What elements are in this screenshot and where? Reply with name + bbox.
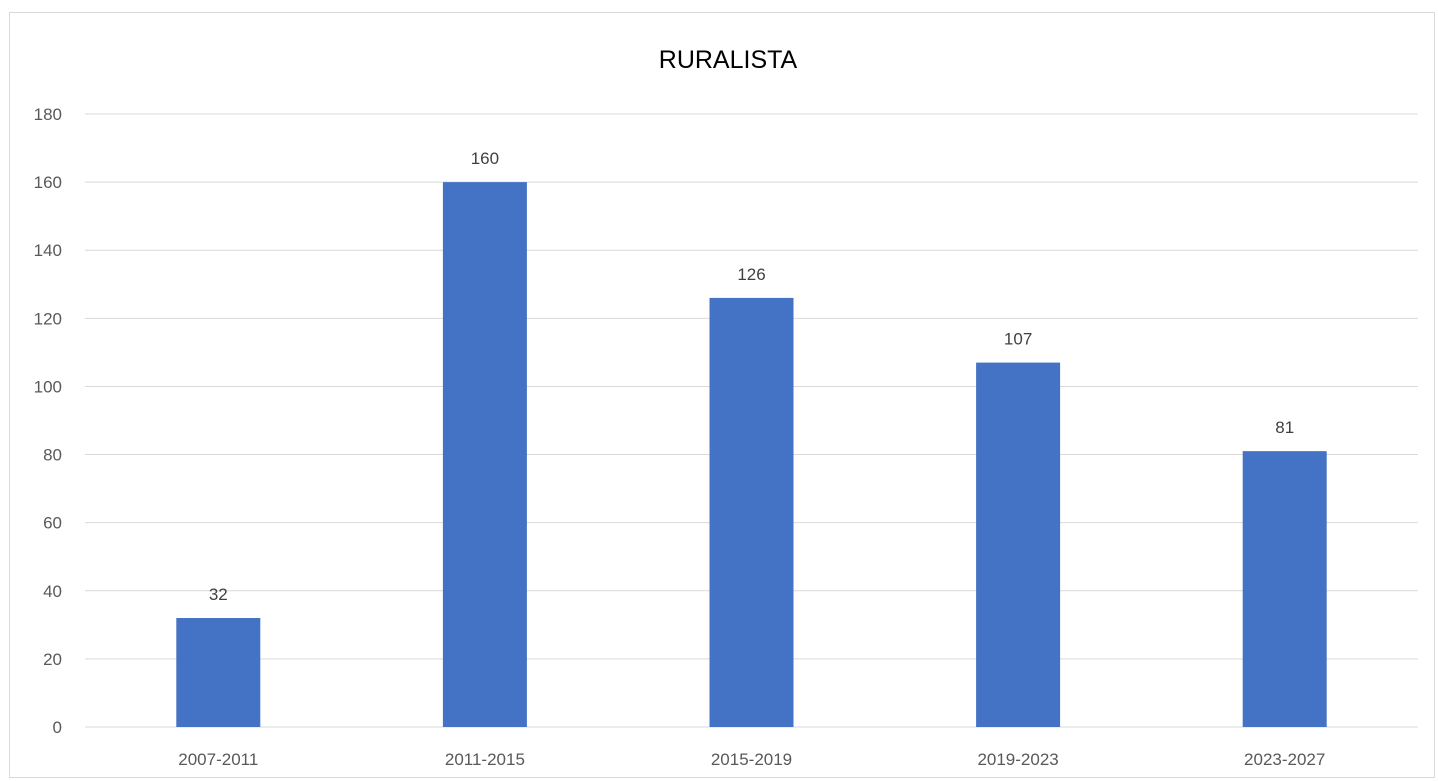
chart-title: RURALISTA (659, 46, 798, 74)
x-tick-label: 2019-2023 (977, 750, 1058, 769)
x-tick-label: 2023-2027 (1244, 750, 1325, 769)
data-label: 160 (471, 149, 499, 168)
bars (176, 182, 1327, 728)
y-tick-label: 140 (34, 241, 62, 260)
y-tick-label: 120 (34, 309, 62, 328)
bar (976, 362, 1061, 727)
gridlines (85, 113, 1418, 728)
data-label: 126 (737, 265, 765, 284)
y-tick-label: 40 (43, 582, 62, 601)
bar (442, 182, 527, 728)
bar (176, 618, 261, 727)
y-tick-label: 0 (53, 718, 62, 737)
x-tick-label: 2011-2015 (445, 750, 525, 769)
data-label: 107 (1004, 330, 1032, 349)
x-tick-label: 2007-2011 (178, 750, 258, 769)
bar (1242, 451, 1327, 727)
y-tick-label: 160 (34, 173, 62, 192)
data-label: 81 (1275, 418, 1294, 437)
y-tick-label: 20 (43, 650, 62, 669)
y-tick-label: 180 (34, 105, 62, 124)
data-label: 32 (209, 585, 228, 604)
data-labels: 32 160 126 107 81 (209, 149, 1294, 604)
y-tick-label: 60 (43, 514, 62, 533)
x-tick-label: 2015-2019 (711, 750, 792, 769)
y-axis-ticks: 0 20 40 60 80 100 120 140 160 180 (34, 105, 62, 737)
y-tick-label: 80 (43, 446, 62, 465)
x-axis-ticks: 2007-2011 2011-2015 2015-2019 2019-2023 2023… (178, 750, 1325, 769)
bar (709, 297, 794, 727)
y-tick-label: 100 (34, 377, 62, 396)
